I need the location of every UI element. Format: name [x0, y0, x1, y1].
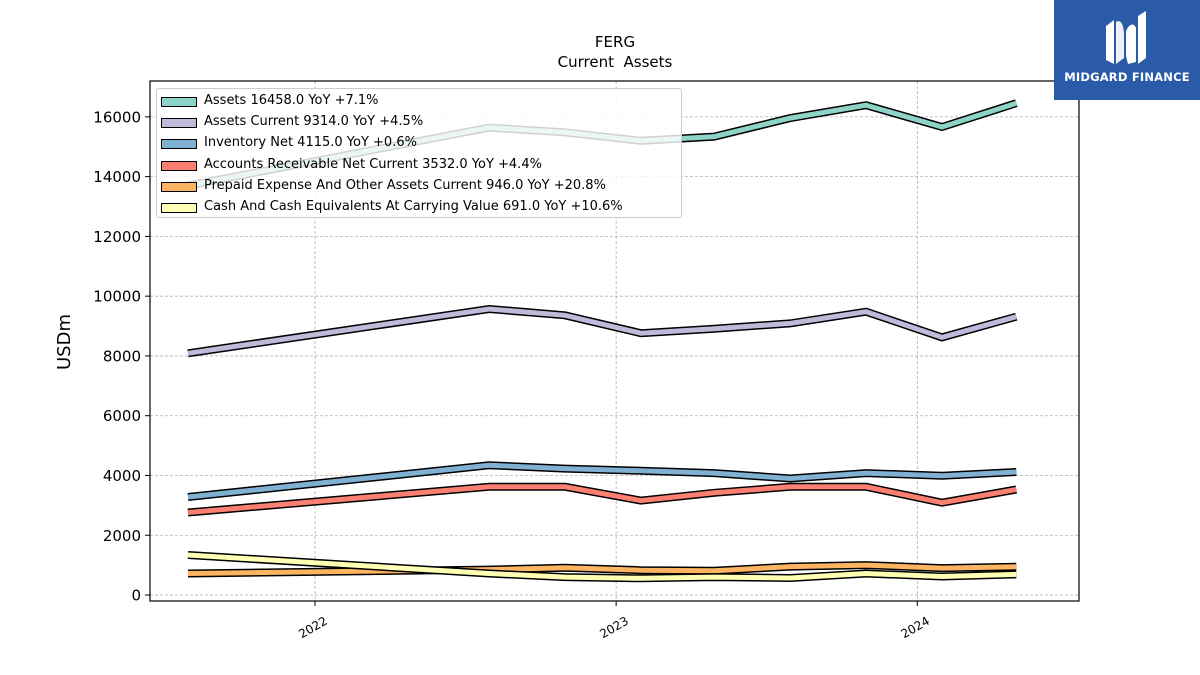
series-line — [187, 306, 1017, 356]
series-lines — [187, 99, 1018, 583]
legend-label: Cash And Cash Equivalents At Carrying Va… — [204, 198, 623, 214]
legend-swatch — [161, 181, 197, 192]
series-line — [187, 462, 1017, 500]
legend-label: Inventory Net 4115.0 YoY +0.6% — [204, 135, 417, 151]
y-tick-label: 16000 — [93, 108, 141, 126]
legend-label: Prepaid Expense And Other Assets Current… — [204, 177, 606, 193]
chart-title: FERG — [595, 33, 635, 51]
y-tick-label: 0 — [131, 587, 141, 605]
legend-swatch — [161, 202, 197, 213]
legend-entry: Assets Current 9314.0 YoY +4.5% — [160, 113, 681, 134]
legend-entry: Assets 16458.0 YoY +7.1% — [160, 92, 681, 113]
series-accounts-receivable-net-current — [187, 482, 1017, 517]
series-assets-current — [187, 304, 1018, 358]
legend-entry: Inventory Net 4115.0 YoY +0.6% — [160, 134, 681, 155]
y-tick-label: 6000 — [103, 407, 141, 425]
series-line — [187, 484, 1017, 515]
legend-swatch — [161, 160, 197, 171]
legend-entry: Prepaid Expense And Other Assets Current… — [160, 177, 681, 198]
y-tick-label: 4000 — [103, 467, 141, 485]
x-tick-label: 2022 — [296, 614, 329, 641]
y-tick-label: 10000 — [93, 288, 141, 306]
series-line-outline — [187, 304, 1018, 358]
chart-subtitle: Current Assets — [558, 53, 673, 71]
legend-entry: Cash And Cash Equivalents At Carrying Va… — [160, 198, 681, 219]
legend-label: Assets Current 9314.0 YoY +4.5% — [204, 114, 424, 130]
series-inventory-net — [187, 461, 1017, 501]
series-cash-and-cash-equivalents-at-carrying-value — [187, 551, 1017, 583]
legend-entry: Accounts Receivable Net Current 3532.0 Y… — [160, 156, 681, 177]
series-line — [187, 552, 1017, 581]
legend-label: Accounts Receivable Net Current 3532.0 Y… — [204, 156, 542, 172]
y-axis-label: USDm — [54, 314, 75, 370]
x-tick-label: 2023 — [597, 614, 630, 641]
series-prepaid-expense-and-other-assets-current — [187, 561, 1017, 578]
y-tick-label: 8000 — [103, 347, 141, 365]
y-tick-label: 2000 — [103, 527, 141, 545]
logo-text: MIDGARD FINANCE — [1064, 70, 1190, 84]
series-line — [187, 562, 1017, 576]
y-tick-label: 12000 — [93, 228, 141, 246]
legend-swatch — [161, 97, 197, 107]
x-tick-label: 2024 — [899, 614, 932, 641]
legend-label: Assets 16458.0 YoY +7.1% — [204, 93, 379, 108]
legend: Assets 16458.0 YoY +7.1% Assets Current 9… — [156, 88, 682, 218]
y-axis: 0 2000 4000 6000 8000 10000 12000 14000 16000 — [93, 108, 150, 605]
plot-frame — [149, 80, 1080, 602]
y-tick-label: 14000 — [93, 168, 141, 186]
logo: MIDGARD FINANCE — [1054, 0, 1200, 100]
x-axis: 2022 2023 2024 — [296, 601, 932, 641]
midgard-logo-icon — [1106, 11, 1146, 64]
legend-swatch — [161, 118, 197, 129]
legend-swatch — [161, 139, 197, 150]
